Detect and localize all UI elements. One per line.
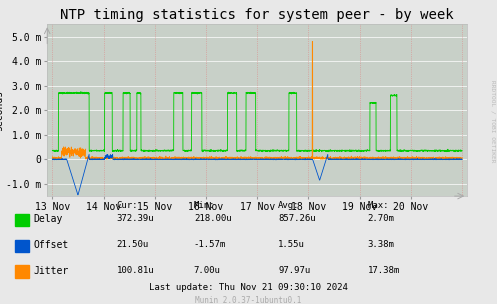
- Text: 3.38m: 3.38m: [368, 240, 395, 249]
- Y-axis label: seconds: seconds: [0, 90, 3, 131]
- Title: NTP timing statistics for system peer - by week: NTP timing statistics for system peer - …: [60, 8, 454, 22]
- Text: 2.70m: 2.70m: [368, 214, 395, 223]
- Text: -1.57m: -1.57m: [194, 240, 226, 249]
- Text: 7.00u: 7.00u: [194, 266, 221, 275]
- Text: Min:: Min:: [194, 201, 215, 210]
- Text: RRDTOOL / TOBI OETIKER: RRDTOOL / TOBI OETIKER: [491, 80, 496, 163]
- Text: Last update: Thu Nov 21 09:30:10 2024: Last update: Thu Nov 21 09:30:10 2024: [149, 283, 348, 292]
- Text: Offset: Offset: [34, 240, 69, 250]
- Text: 372.39u: 372.39u: [117, 214, 155, 223]
- Text: Delay: Delay: [34, 214, 63, 224]
- Text: 17.38m: 17.38m: [368, 266, 400, 275]
- Text: 21.50u: 21.50u: [117, 240, 149, 249]
- Text: Munin 2.0.37-1ubuntu0.1: Munin 2.0.37-1ubuntu0.1: [195, 296, 302, 304]
- Text: 97.97u: 97.97u: [278, 266, 311, 275]
- Text: 857.26u: 857.26u: [278, 214, 316, 223]
- Text: 100.81u: 100.81u: [117, 266, 155, 275]
- Text: Max:: Max:: [368, 201, 389, 210]
- Text: Cur:: Cur:: [117, 201, 138, 210]
- Text: Jitter: Jitter: [34, 266, 69, 275]
- Text: Avg:: Avg:: [278, 201, 300, 210]
- Text: 218.00u: 218.00u: [194, 214, 232, 223]
- Text: 1.55u: 1.55u: [278, 240, 305, 249]
